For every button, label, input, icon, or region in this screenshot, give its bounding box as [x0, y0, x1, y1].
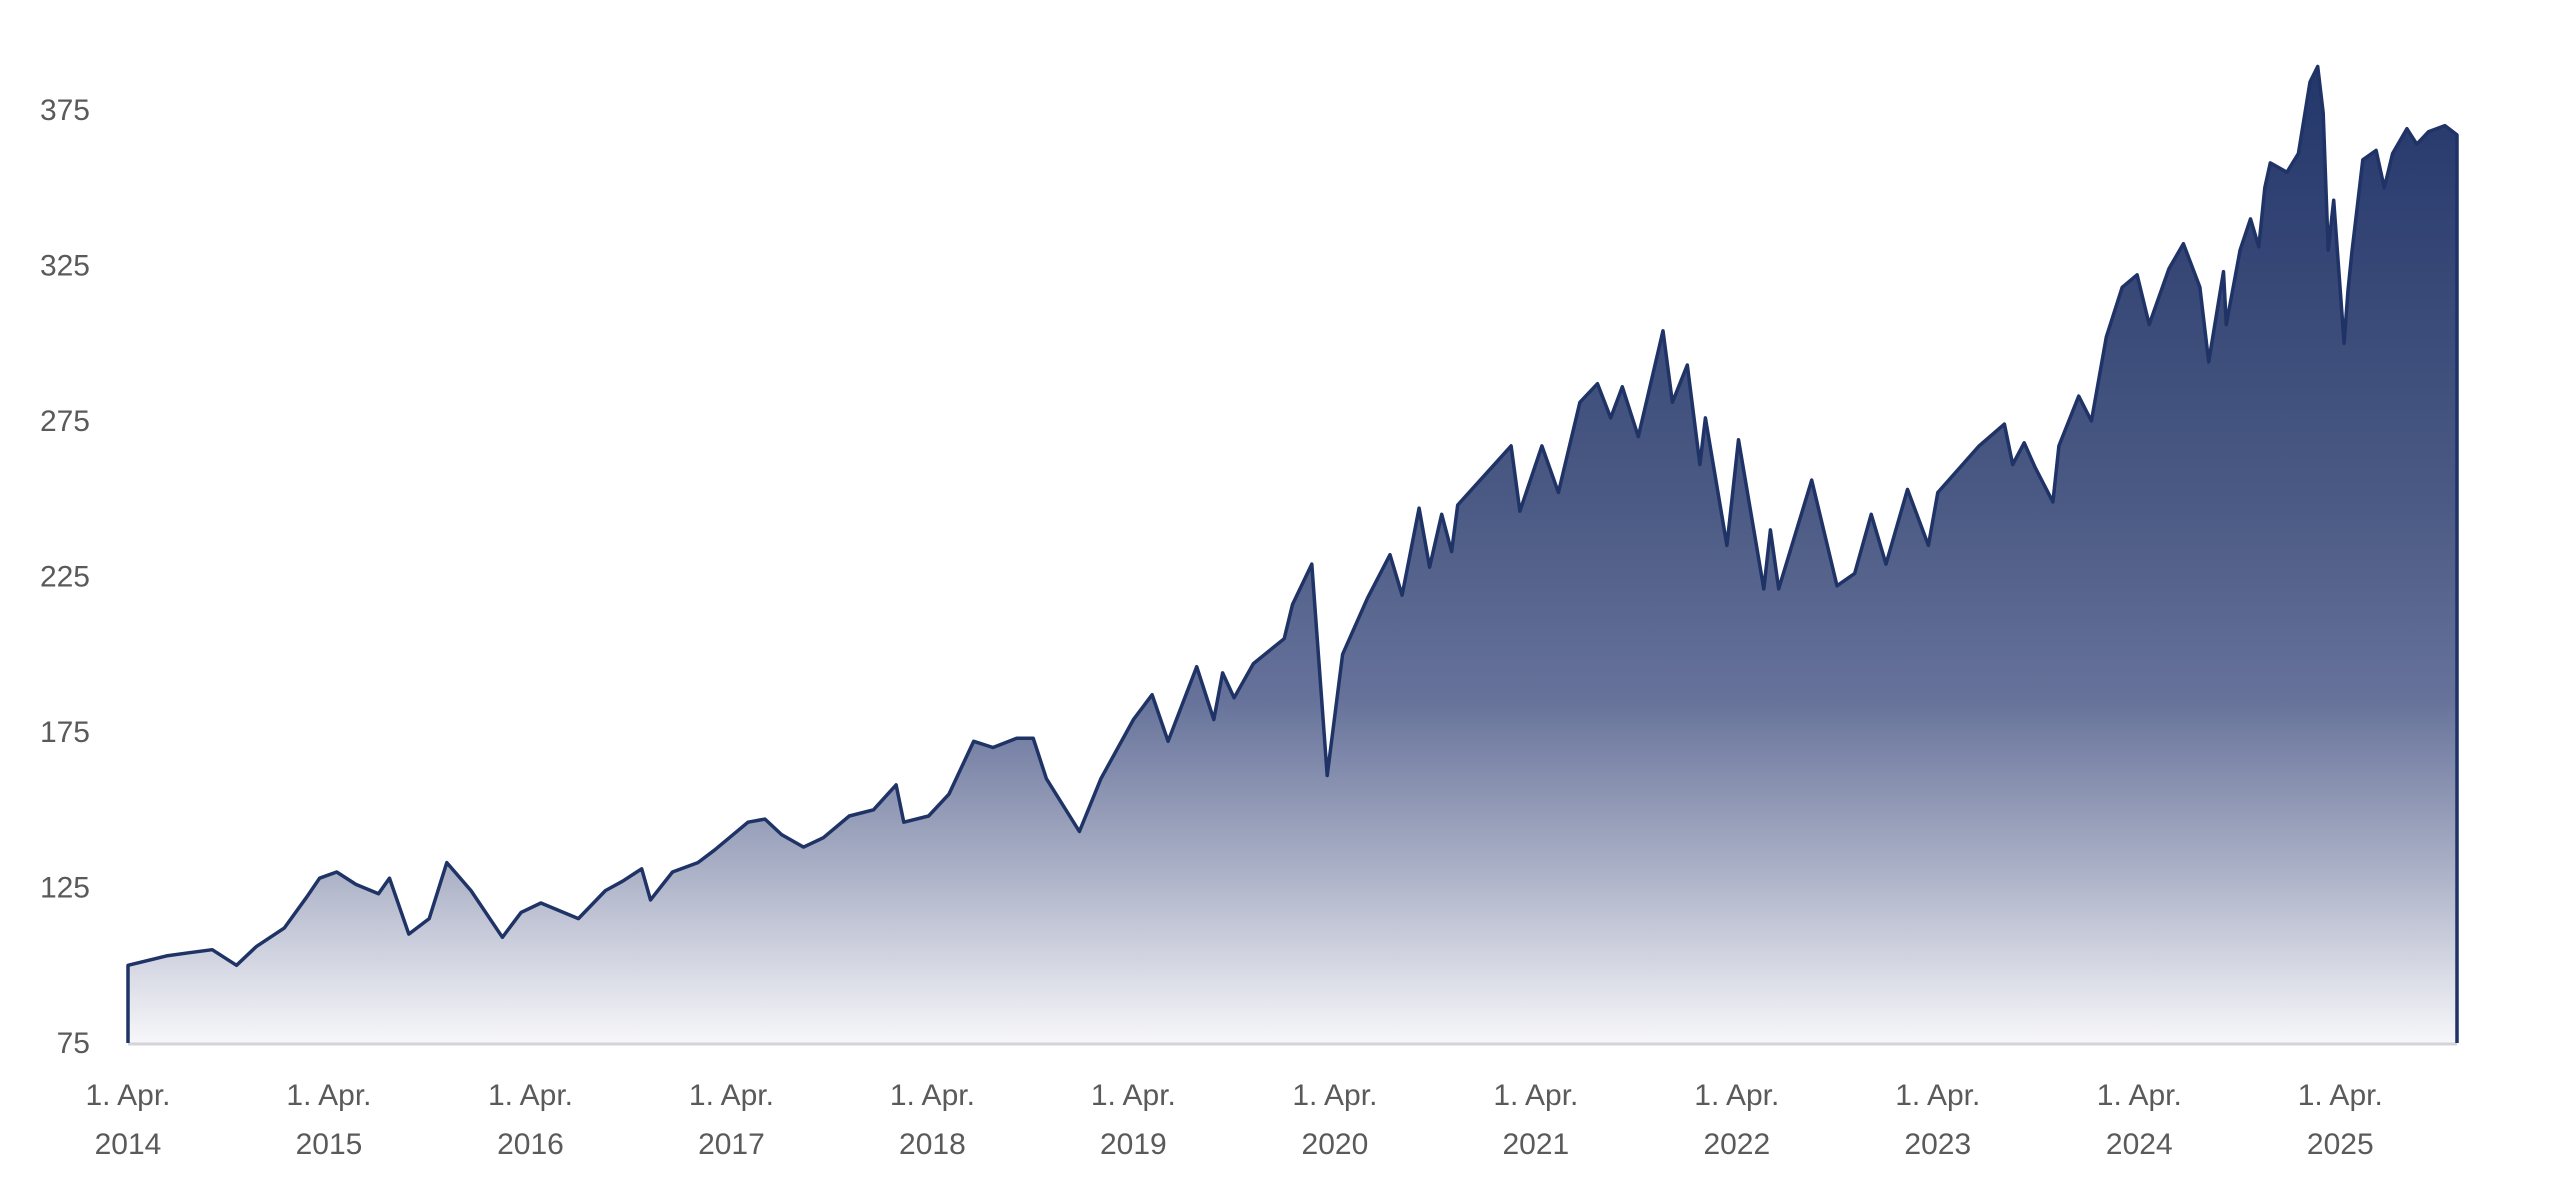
series-area [128, 66, 2457, 1043]
x-tick-label-year: 2023 [1904, 1128, 1971, 1161]
y-tick-label: 375 [40, 94, 90, 127]
x-tick-label-line1: 1. Apr. [488, 1079, 573, 1112]
x-tick-label-year: 2018 [899, 1128, 966, 1161]
x-tick-label-year: 2020 [1302, 1128, 1369, 1161]
x-tick-label-line1: 1. Apr. [1895, 1079, 1980, 1112]
x-tick-label-year: 2017 [698, 1128, 765, 1161]
y-tick-label: 75 [57, 1027, 90, 1060]
x-tick-label-year: 2015 [296, 1128, 363, 1161]
x-tick-label-year: 2021 [1502, 1128, 1569, 1161]
x-axis: 1. Apr. 2014 1. Apr. 2015 1. Apr. 2016 1. Apr.… [85, 1079, 2382, 1161]
series-line [126, 64, 2459, 1043]
x-tick-label-line1: 1. Apr. [2097, 1079, 2182, 1112]
x-tick-label-year: 2014 [95, 1128, 162, 1161]
x-tick-label-line1: 1. Apr. [1091, 1079, 1176, 1112]
y-tick-label: 325 [40, 250, 90, 283]
y-tick-label: 225 [40, 561, 90, 594]
x-tick-label-year: 2024 [2106, 1128, 2173, 1161]
data-points [127, 66, 2458, 966]
x-tick-label-line1: 1. Apr. [85, 1079, 170, 1112]
x-tick-label-year: 2016 [497, 1128, 564, 1161]
x-tick-label-year: 2025 [2307, 1128, 2374, 1161]
y-axis: 75 125 175 225 275 325 375 [40, 94, 90, 1060]
x-tick-label-line1: 1. Apr. [2298, 1079, 2383, 1112]
x-tick-label-line1: 1. Apr. [1493, 1079, 1578, 1112]
x-tick-label-line1: 1. Apr. [1694, 1079, 1779, 1112]
x-tick-label-year: 2022 [1703, 1128, 1770, 1161]
x-tick-label-line1: 1. Apr. [286, 1079, 371, 1112]
y-tick-label: 275 [40, 405, 90, 438]
x-tick-label-line1: 1. Apr. [1292, 1079, 1377, 1112]
y-tick-label: 125 [40, 872, 90, 905]
y-tick-label: 175 [40, 716, 90, 749]
x-tick-label-line1: 1. Apr. [890, 1079, 975, 1112]
x-tick-label-line1: 1. Apr. [689, 1079, 774, 1112]
x-tick-label-year: 2019 [1100, 1128, 1167, 1161]
